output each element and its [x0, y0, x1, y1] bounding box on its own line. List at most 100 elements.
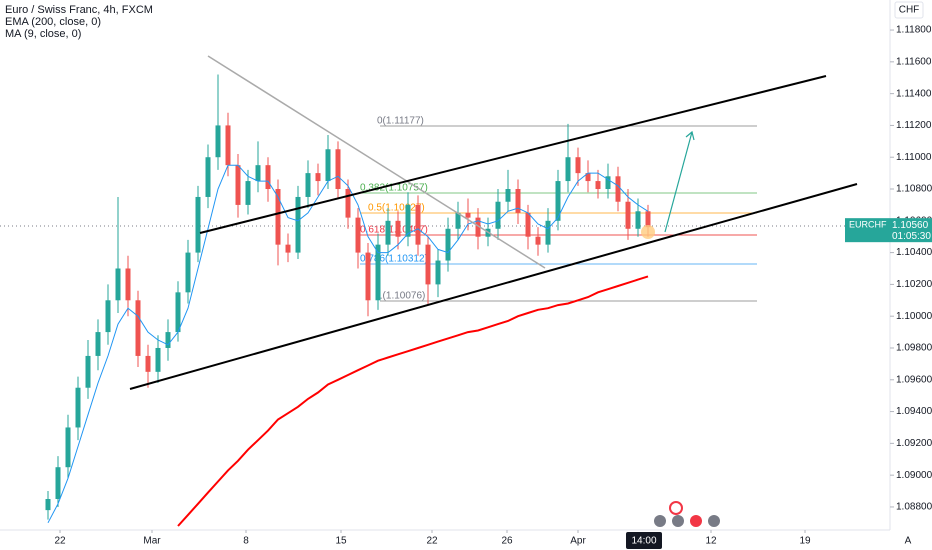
y-tick-label: 1.09400: [896, 406, 932, 417]
chart-title: Euro / Swiss Franc, 4h, FXCM: [5, 4, 153, 16]
candle-body: [445, 228, 451, 261]
candle-body: [475, 217, 481, 237]
candle-body: [365, 252, 371, 301]
candle-body: [155, 347, 161, 372]
y-tick-label: 1.10400: [896, 247, 932, 258]
candle-body: [435, 260, 441, 285]
currency-button[interactable]: [894, 1, 924, 19]
crosshair-label: 14:00: [631, 536, 656, 547]
fib-label: 0.618(1.10497): [360, 225, 428, 236]
y-tick-label: 1.09200: [896, 438, 932, 449]
candle-body: [345, 189, 351, 218]
candle-body: [65, 427, 71, 468]
candle-body: [505, 189, 511, 202]
candle-body: [555, 181, 561, 221]
candle-body: [225, 125, 231, 166]
candle-body: [245, 181, 251, 205]
event-icon[interactable]: [654, 515, 666, 527]
highlight-circle: [641, 225, 655, 239]
y-tick-label: 1.10800: [896, 184, 932, 195]
candle-body: [205, 157, 211, 197]
fib-label: 0.786(1.10312): [360, 254, 428, 265]
x-tick-label: 15: [335, 536, 347, 547]
trend-line: [207, 55, 546, 269]
candle-body: [625, 201, 631, 229]
channel-line: [129, 183, 858, 390]
legend-entry: EMA (200, close, 0): [5, 16, 101, 28]
candle-body: [605, 176, 611, 190]
arrow-head: [685, 130, 695, 141]
candle-body: [525, 212, 531, 237]
countdown: 01:05:30: [892, 231, 931, 242]
indicator-line: [177, 275, 649, 527]
y-tick-label: 1.11800: [896, 25, 932, 36]
event-icon[interactable]: [690, 515, 702, 527]
price-label-bg: [845, 218, 932, 243]
candle-body: [535, 236, 541, 245]
projection-arrow: [664, 131, 693, 233]
candle-body: [175, 292, 181, 333]
indicator-line: [47, 164, 649, 524]
candle-body: [145, 355, 151, 372]
candle-body: [395, 220, 401, 237]
event-icon[interactable]: [669, 501, 683, 515]
legend-entry: MA (9, close, 0): [5, 28, 81, 40]
candle-body: [215, 125, 221, 158]
candle-body: [95, 332, 101, 356]
candle-body: [105, 300, 111, 333]
y-tick-label: 1.09000: [896, 470, 932, 481]
x-tick-label: 22: [54, 536, 66, 547]
y-tick-label: 1.10000: [896, 311, 932, 322]
candle-body: [255, 165, 261, 182]
x-tick-label: 12: [705, 536, 717, 547]
candle-body: [85, 355, 91, 388]
candle-body: [575, 157, 581, 174]
candle-body: [315, 173, 321, 182]
event-icon[interactable]: [672, 515, 684, 527]
candle-body: [135, 300, 141, 356]
event-icons: [654, 501, 720, 527]
x-tick-label: Mar: [143, 536, 161, 547]
candle-body: [165, 332, 171, 348]
y-tick-label: 1.09800: [896, 343, 932, 354]
candle-body: [405, 204, 411, 237]
candle-body: [265, 165, 271, 190]
event-icon[interactable]: [708, 515, 720, 527]
candle-body: [275, 189, 281, 245]
candle-body: [335, 149, 341, 190]
candle-body: [125, 268, 131, 301]
x-tick-label: 22: [426, 536, 438, 547]
fib-label: 1(1.10076): [377, 291, 425, 302]
candle-body: [465, 212, 471, 218]
y-tick-label: 1.10200: [896, 279, 932, 290]
candle-body: [355, 217, 361, 253]
candle-body: [425, 244, 431, 285]
y-tick-label: 1.11600: [896, 56, 932, 67]
x-tick-label: Apr: [570, 536, 586, 547]
candle-body: [615, 176, 621, 202]
x-tick-label: 26: [501, 536, 513, 547]
auto-scale-button[interactable]: A: [905, 536, 912, 547]
candle-body: [115, 268, 121, 301]
candle-body: [635, 211, 641, 229]
price-label: 1.10560: [892, 220, 929, 231]
candle-body: [55, 467, 61, 500]
candle-body: [585, 173, 591, 182]
plot: [45, 74, 651, 527]
y-tick-label: 1.11400: [896, 88, 932, 99]
candle-body: [645, 211, 651, 228]
candle-body: [295, 196, 301, 253]
crosshair-label-bg: [626, 532, 662, 549]
candle-body: [235, 165, 241, 205]
candle-body: [495, 201, 501, 229]
fib-label: 0(1.11177): [377, 116, 424, 127]
x-tick-label: 8: [243, 536, 249, 547]
candle-body: [455, 212, 461, 229]
candle-body: [545, 220, 551, 245]
fib-label: 0.382(1.10757): [360, 183, 428, 194]
candle-body: [415, 204, 421, 245]
y-tick-label: 1.11000: [896, 152, 932, 163]
candle-body: [565, 157, 571, 182]
